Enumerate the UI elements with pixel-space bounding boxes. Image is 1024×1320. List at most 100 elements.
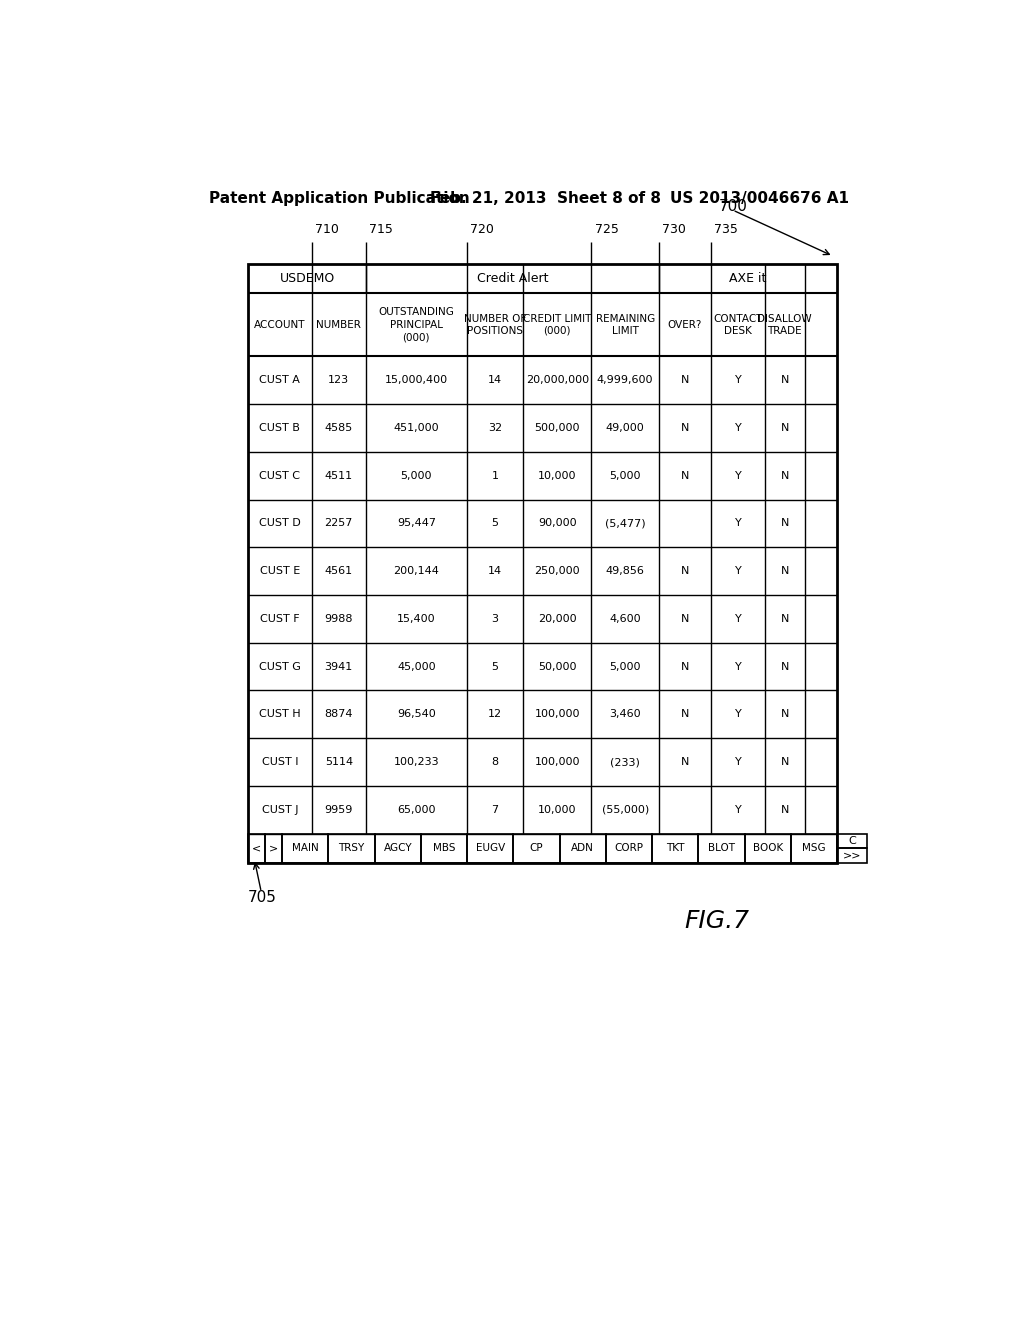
Text: 725: 725 — [595, 223, 618, 236]
Text: 90,000: 90,000 — [538, 519, 577, 528]
Text: 451,000: 451,000 — [393, 422, 439, 433]
Text: N: N — [780, 519, 790, 528]
Text: Y: Y — [734, 805, 741, 814]
Text: Y: Y — [734, 709, 741, 719]
Text: CUST C: CUST C — [259, 471, 300, 480]
Text: >>: >> — [843, 850, 861, 861]
Text: CUST G: CUST G — [259, 661, 301, 672]
Text: ACCOUNT: ACCOUNT — [254, 319, 305, 330]
Bar — [421, 834, 467, 863]
Text: CUST H: CUST H — [259, 709, 301, 719]
Text: N: N — [780, 422, 790, 433]
Text: NUMBER: NUMBER — [316, 319, 361, 330]
Text: N: N — [780, 805, 790, 814]
Bar — [265, 834, 283, 863]
Text: 10,000: 10,000 — [538, 471, 577, 480]
Text: 50,000: 50,000 — [538, 661, 577, 672]
Text: N: N — [681, 758, 689, 767]
Text: (5,477): (5,477) — [605, 519, 645, 528]
Text: OVER?: OVER? — [668, 319, 702, 330]
Text: N: N — [780, 758, 790, 767]
Text: 5,000: 5,000 — [609, 471, 641, 480]
Text: N: N — [681, 422, 689, 433]
Text: 8874: 8874 — [325, 709, 353, 719]
Text: 705: 705 — [248, 890, 278, 906]
Bar — [560, 834, 606, 863]
Text: 14: 14 — [487, 566, 502, 576]
Text: 5114: 5114 — [325, 758, 353, 767]
Bar — [791, 834, 838, 863]
Bar — [329, 834, 375, 863]
Text: 2257: 2257 — [325, 519, 353, 528]
Text: 49,856: 49,856 — [606, 566, 644, 576]
Text: N: N — [780, 614, 790, 624]
Text: Y: Y — [734, 375, 741, 385]
Text: 49,000: 49,000 — [606, 422, 644, 433]
Text: USDEMO: USDEMO — [280, 272, 335, 285]
Text: 4,600: 4,600 — [609, 614, 641, 624]
Text: CUST I: CUST I — [262, 758, 298, 767]
Text: Y: Y — [734, 471, 741, 480]
Text: 500,000: 500,000 — [535, 422, 581, 433]
Text: 710: 710 — [314, 223, 339, 236]
Text: TKT: TKT — [666, 843, 684, 853]
Text: Y: Y — [734, 661, 741, 672]
Text: 100,233: 100,233 — [393, 758, 439, 767]
Text: 4561: 4561 — [325, 566, 353, 576]
Text: CP: CP — [529, 843, 544, 853]
Text: 730: 730 — [662, 223, 686, 236]
Text: Y: Y — [734, 519, 741, 528]
Text: CUST F: CUST F — [260, 614, 300, 624]
Text: 20,000,000: 20,000,000 — [525, 375, 589, 385]
Text: 65,000: 65,000 — [397, 805, 435, 814]
Text: 7: 7 — [492, 805, 499, 814]
Text: CUST D: CUST D — [259, 519, 301, 528]
Text: MSG: MSG — [802, 843, 825, 853]
Text: CONTACT
DESK: CONTACT DESK — [713, 314, 763, 335]
Text: 700: 700 — [719, 198, 748, 214]
Text: N: N — [780, 661, 790, 672]
Text: 735: 735 — [714, 223, 737, 236]
Text: 3941: 3941 — [325, 661, 353, 672]
Text: 32: 32 — [487, 422, 502, 433]
Text: N: N — [681, 709, 689, 719]
Text: 15,400: 15,400 — [397, 614, 435, 624]
Bar — [513, 834, 560, 863]
Text: 1: 1 — [492, 471, 499, 480]
Text: 9988: 9988 — [325, 614, 353, 624]
Text: N: N — [681, 614, 689, 624]
Bar — [698, 834, 744, 863]
Text: 5: 5 — [492, 661, 499, 672]
Bar — [467, 834, 513, 863]
Text: CUST E: CUST E — [260, 566, 300, 576]
Text: N: N — [780, 566, 790, 576]
Text: Y: Y — [734, 614, 741, 624]
Bar — [838, 834, 866, 849]
Text: 4511: 4511 — [325, 471, 353, 480]
Text: REMAINING
LIMIT: REMAINING LIMIT — [596, 314, 654, 335]
Text: 250,000: 250,000 — [535, 566, 581, 576]
Text: OUTSTANDING
PRINCIPAL
(000): OUTSTANDING PRINCIPAL (000) — [378, 308, 455, 342]
Text: (55,000): (55,000) — [601, 805, 649, 814]
Text: 5,000: 5,000 — [609, 661, 641, 672]
Text: AXE it: AXE it — [729, 272, 767, 285]
Text: 95,447: 95,447 — [397, 519, 436, 528]
Text: N: N — [780, 471, 790, 480]
Bar — [652, 834, 698, 863]
Text: 720: 720 — [470, 223, 494, 236]
Text: CORP: CORP — [614, 843, 643, 853]
Bar — [283, 834, 329, 863]
Text: MAIN: MAIN — [292, 843, 318, 853]
Text: 20,000: 20,000 — [538, 614, 577, 624]
Bar — [248, 264, 838, 863]
Text: 12: 12 — [487, 709, 502, 719]
Text: 4585: 4585 — [325, 422, 353, 433]
Text: 5,000: 5,000 — [400, 471, 432, 480]
Text: Y: Y — [734, 566, 741, 576]
Text: 8: 8 — [492, 758, 499, 767]
Text: ADN: ADN — [571, 843, 594, 853]
Bar — [375, 834, 421, 863]
Text: FIG.7: FIG.7 — [684, 908, 750, 933]
Text: Y: Y — [734, 422, 741, 433]
Bar — [838, 849, 866, 863]
